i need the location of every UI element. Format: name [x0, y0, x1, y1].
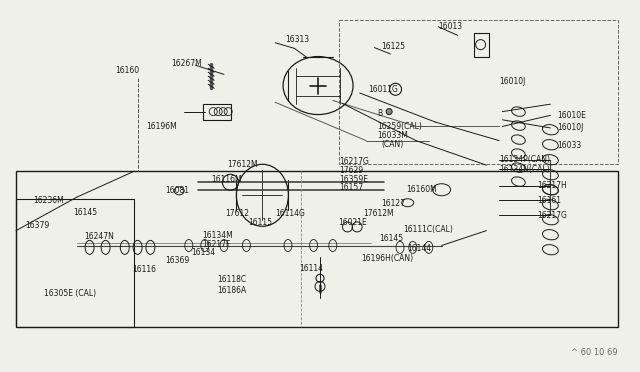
Text: 16010E: 16010E [557, 111, 586, 120]
Text: 16160: 16160 [115, 66, 140, 75]
Text: 16118C: 16118C [218, 275, 247, 284]
Text: 16115: 16115 [248, 218, 273, 227]
Text: 17629: 17629 [339, 166, 364, 174]
Bar [16, 171, 618, 327]
Text: 16114G: 16114G [275, 209, 305, 218]
Bar [16, 199, 134, 327]
Text: 16081: 16081 [165, 186, 189, 195]
Text: 16267M: 16267M [172, 59, 202, 68]
Text: 16127: 16127 [381, 199, 404, 208]
Text: 16217G: 16217G [538, 211, 568, 219]
Text: 16196H(CAN): 16196H(CAN) [362, 254, 413, 263]
Text: 16305E (CAL): 16305E (CAL) [44, 289, 95, 298]
Text: 16160M: 16160M [406, 185, 437, 194]
Text: 17612: 17612 [225, 209, 249, 218]
Text: B: B [378, 109, 383, 118]
Text: 16217G: 16217G [339, 157, 369, 166]
Text: 16259(CAL): 16259(CAL) [378, 122, 422, 131]
Text: 16145: 16145 [74, 208, 98, 217]
Text: 17612M: 17612M [364, 209, 394, 218]
Text: 16010J: 16010J [557, 124, 583, 132]
Circle shape [386, 109, 392, 115]
Text: 16217F: 16217F [202, 240, 230, 249]
Text: 16359E: 16359E [339, 175, 368, 184]
Text: 16134P(CAN): 16134P(CAN) [499, 155, 550, 164]
Text: 16011G: 16011G [368, 85, 398, 94]
Bar [339, 20, 618, 164]
Bar [204, 103, 231, 120]
Text: 16033: 16033 [557, 141, 581, 150]
Text: 16134N(CAL): 16134N(CAL) [499, 165, 550, 174]
Text: 16134M: 16134M [202, 231, 233, 240]
Text: 16116: 16116 [132, 265, 156, 274]
Text: 16145: 16145 [380, 234, 404, 243]
Text: 16369: 16369 [165, 256, 189, 265]
Text: 16196M: 16196M [146, 122, 177, 131]
Text: 16157: 16157 [339, 183, 364, 192]
Text: 16033M: 16033M [378, 131, 408, 140]
Text: 16186A: 16186A [218, 286, 247, 295]
Text: 16379: 16379 [26, 221, 50, 230]
Text: 16134: 16134 [191, 248, 215, 257]
Text: 16010J: 16010J [499, 77, 525, 86]
Text: 16144: 16144 [407, 244, 431, 253]
Text: 17612M: 17612M [227, 160, 258, 169]
Text: 16021E: 16021E [338, 218, 367, 227]
Text: (CAN): (CAN) [381, 140, 404, 149]
Text: 16247N: 16247N [84, 232, 115, 241]
Text: 16125: 16125 [381, 42, 404, 51]
Text: 16217H: 16217H [538, 182, 567, 190]
Text: 16236M: 16236M [33, 196, 64, 205]
Text: 16116M: 16116M [211, 175, 242, 184]
Text: 16161: 16161 [538, 196, 562, 205]
Text: ^ 60 10 69: ^ 60 10 69 [571, 348, 618, 357]
Text: 16114: 16114 [300, 264, 324, 273]
Text: 16013: 16013 [438, 22, 463, 31]
Text: 16111C(CAL): 16111C(CAL) [403, 225, 453, 234]
Text: 16313: 16313 [285, 35, 310, 44]
